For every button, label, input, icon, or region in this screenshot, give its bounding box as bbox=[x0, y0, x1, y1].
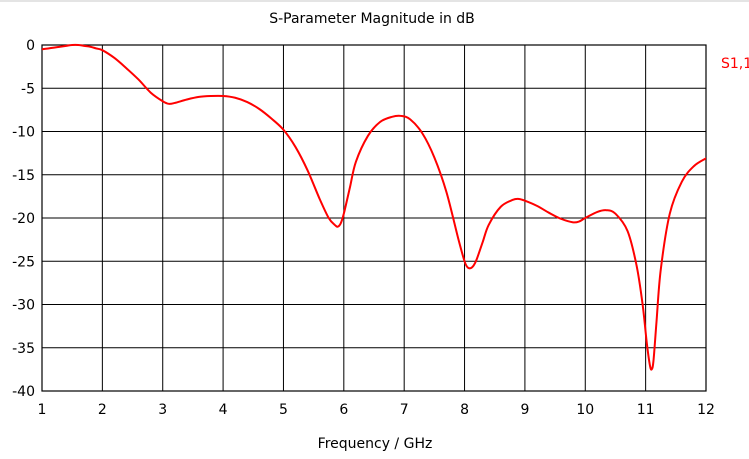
x-tick-label: 4 bbox=[219, 402, 228, 418]
x-tick-label: 5 bbox=[279, 402, 288, 418]
series-line-s11 bbox=[42, 43, 706, 371]
y-tick-label: -25 bbox=[12, 254, 35, 270]
x-axis-ticks: 1 2 3 4 5 6 7 8 9 10 11 12 bbox=[38, 402, 715, 418]
y-axis-ticks: 0 -5 -10 -15 -20 -25 -30 -35 -40 bbox=[12, 38, 35, 400]
y-tick-label: -40 bbox=[12, 384, 35, 400]
series-layer bbox=[42, 43, 706, 371]
x-tick-label: 10 bbox=[576, 402, 594, 418]
y-tick-label: -20 bbox=[12, 211, 35, 227]
x-tick-label: 8 bbox=[460, 402, 469, 418]
y-tick-label: -35 bbox=[12, 341, 35, 357]
y-tick-label: -15 bbox=[12, 168, 35, 184]
plot-frame bbox=[41, 44, 707, 392]
x-tick-label: 2 bbox=[98, 402, 107, 418]
x-tick-label: 7 bbox=[400, 402, 409, 418]
y-tick-label: -5 bbox=[21, 81, 35, 97]
y-tick-label: -30 bbox=[12, 298, 35, 314]
y-tick-label: -10 bbox=[12, 125, 35, 141]
chart-title: S-Parameter Magnitude in dB bbox=[269, 11, 475, 27]
y-tick-label: 0 bbox=[26, 38, 35, 54]
legend-entry-s11: S1,1 bbox=[721, 56, 749, 72]
x-tick-label: 6 bbox=[339, 402, 348, 418]
x-tick-label: 1 bbox=[38, 402, 47, 418]
x-axis-title: Frequency / GHz bbox=[318, 436, 433, 452]
x-tick-label: 9 bbox=[520, 402, 529, 418]
x-tick-label: 12 bbox=[697, 402, 715, 418]
plot-area-border bbox=[41, 44, 707, 392]
x-tick-label: 3 bbox=[158, 402, 167, 418]
x-tick-label: 11 bbox=[637, 402, 655, 418]
